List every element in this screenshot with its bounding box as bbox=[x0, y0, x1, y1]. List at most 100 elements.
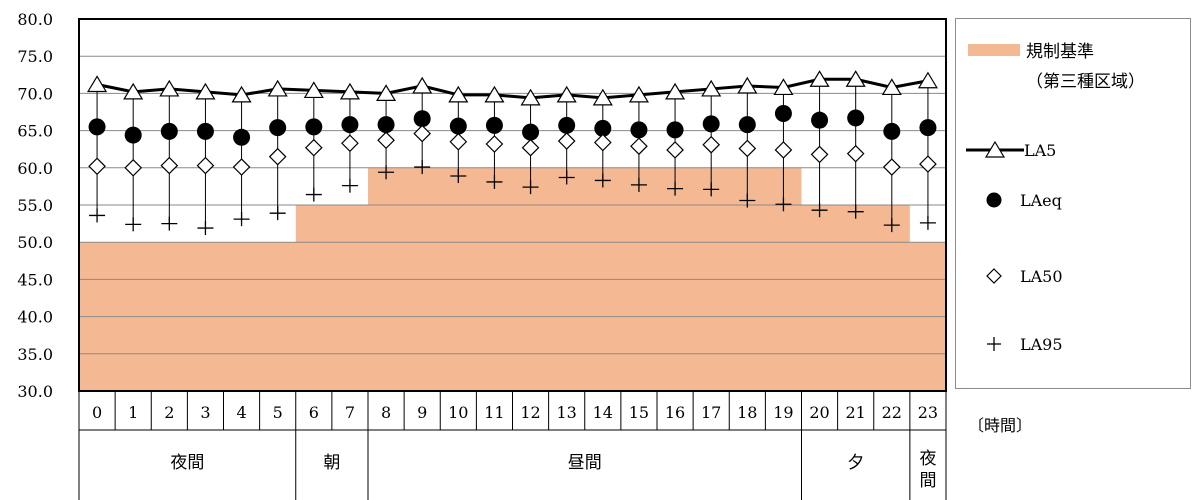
x-tick-label: 10 bbox=[448, 403, 468, 422]
marker-la95 bbox=[847, 204, 864, 219]
marker-la50 bbox=[630, 137, 648, 156]
marker-la50 bbox=[774, 141, 793, 159]
x-tick-label: 15 bbox=[629, 403, 649, 422]
series-line-la5 bbox=[96, 77, 929, 100]
x-tick-label: 16 bbox=[665, 403, 685, 422]
x-tick-label: 21 bbox=[846, 403, 866, 422]
marker-la95 bbox=[630, 177, 647, 192]
marker-la95 bbox=[703, 182, 720, 197]
marker-la50 bbox=[485, 135, 504, 153]
y-tick-label: 40.0 bbox=[17, 308, 53, 327]
legend-item-la5: LA5 bbox=[966, 140, 1056, 160]
marker-la95 bbox=[269, 206, 286, 221]
marker-la5 bbox=[195, 82, 216, 100]
legend-label-la5: LA5 bbox=[1024, 140, 1057, 160]
marker-la5 bbox=[231, 85, 252, 103]
marker-la5 bbox=[484, 85, 505, 103]
x-tick-label: 14 bbox=[593, 403, 613, 422]
marker-la95 bbox=[414, 160, 431, 175]
y-tick-label: 30.0 bbox=[17, 382, 53, 401]
marker-la50 bbox=[919, 155, 937, 173]
marker-la5 bbox=[881, 78, 902, 96]
marker-la5 bbox=[845, 70, 866, 87]
x-tick-label: 3 bbox=[200, 403, 210, 422]
legend-marker-la5 bbox=[966, 140, 1024, 158]
marker-laeq bbox=[377, 116, 395, 134]
x-tick-label: 22 bbox=[882, 403, 902, 422]
x-tick-label: 4 bbox=[236, 403, 246, 422]
marker-la5 bbox=[376, 84, 397, 102]
y-tick-label: 70.0 bbox=[17, 84, 53, 103]
marker-la95 bbox=[522, 180, 539, 195]
marker-la50 bbox=[304, 138, 323, 157]
period-label-char: 夜 bbox=[919, 449, 936, 469]
marker-la95 bbox=[811, 203, 828, 218]
marker-la95 bbox=[486, 174, 503, 189]
marker-laeq bbox=[811, 111, 829, 129]
marker-la5 bbox=[303, 81, 324, 99]
marker-la5 bbox=[773, 78, 794, 96]
marker-laeq bbox=[919, 119, 937, 137]
x-tick-label: 5 bbox=[273, 403, 283, 422]
marker-laeq bbox=[485, 116, 503, 134]
marker-laeq bbox=[160, 122, 178, 140]
marker-laeq bbox=[594, 119, 612, 137]
marker-laeq bbox=[449, 117, 467, 135]
marker-laeq bbox=[233, 128, 251, 146]
x-tick-label: 12 bbox=[520, 403, 540, 422]
marker-la50 bbox=[882, 158, 901, 176]
marker-la5 bbox=[665, 82, 686, 100]
x-tick-label: 23 bbox=[918, 403, 938, 422]
y-tick-label: 45.0 bbox=[17, 270, 53, 289]
x-tick-label: 7 bbox=[345, 403, 355, 422]
x-tick-label: 2 bbox=[164, 403, 174, 422]
marker-la5 bbox=[448, 85, 469, 103]
marker-la50 bbox=[702, 135, 721, 154]
marker-la95 bbox=[378, 165, 395, 180]
marker-la50 bbox=[593, 133, 612, 152]
marker-la50 bbox=[268, 147, 287, 166]
x-tick-label: 13 bbox=[557, 403, 577, 422]
period-label: 昼間 bbox=[568, 453, 602, 473]
marker-la95 bbox=[305, 187, 322, 202]
marker-la5 bbox=[628, 85, 649, 103]
marker-la95 bbox=[739, 193, 756, 208]
marker-la50 bbox=[341, 134, 359, 153]
marker-la5 bbox=[339, 82, 360, 100]
marker-laeq bbox=[522, 123, 540, 141]
x-axis-unit-label: 〔時間〕 bbox=[968, 416, 1033, 435]
marker-la50 bbox=[88, 157, 106, 176]
marker-la95 bbox=[233, 212, 250, 227]
x-tick-label: 0 bbox=[92, 403, 102, 422]
marker-la50 bbox=[160, 156, 179, 175]
legend-item-regulation: 規制基準 bbox=[968, 37, 1094, 62]
marker-la50 bbox=[449, 132, 468, 151]
marker-la95 bbox=[341, 178, 358, 193]
y-tick-label: 55.0 bbox=[17, 196, 53, 215]
legend-label-la95: LA95 bbox=[1020, 334, 1063, 354]
x-tick-label: 9 bbox=[417, 403, 427, 422]
marker-la95 bbox=[667, 181, 684, 196]
marker-la95 bbox=[919, 215, 936, 230]
marker-laeq bbox=[88, 118, 106, 136]
y-tick-label: 50.0 bbox=[17, 233, 53, 252]
marker-la5 bbox=[412, 76, 433, 94]
marker-laeq bbox=[341, 116, 359, 134]
marker-laeq bbox=[269, 119, 287, 137]
marker-la5 bbox=[267, 79, 288, 97]
marker-la5 bbox=[701, 79, 722, 97]
marker-la95 bbox=[883, 218, 900, 233]
marker-la95 bbox=[450, 168, 467, 183]
marker-la50 bbox=[232, 158, 251, 176]
marker-la5 bbox=[520, 88, 541, 106]
x-tick-label: 19 bbox=[773, 403, 793, 422]
x-tick-label: 11 bbox=[484, 403, 504, 422]
legend-marker-laeq bbox=[986, 192, 1002, 208]
marker-la50 bbox=[810, 145, 829, 164]
marker-la50 bbox=[196, 156, 215, 175]
marker-laeq bbox=[196, 122, 214, 140]
period-label-char: 間 bbox=[919, 471, 936, 491]
marker-laeq bbox=[738, 116, 756, 134]
legend-swatch-regulation bbox=[968, 43, 1020, 56]
